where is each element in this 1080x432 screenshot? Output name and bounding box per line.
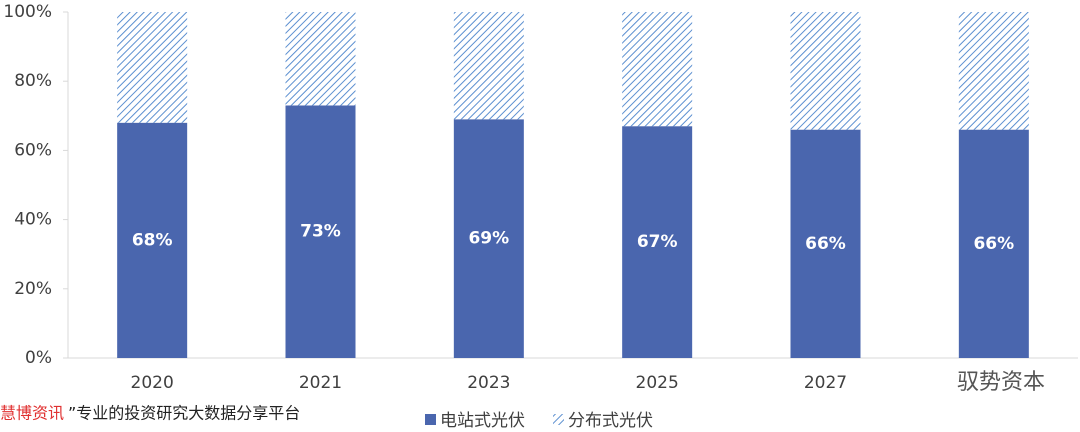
bar-segment	[790, 129, 861, 358]
legend-label: 电站式光伏	[440, 411, 525, 431]
bar-segment	[453, 119, 524, 358]
watermark-source: 慧博资讯	[0, 404, 64, 423]
watermark-slogan: ”专业的投资研究大数据分享平台	[68, 404, 300, 423]
value-label: 66%	[805, 234, 846, 254]
y-tick-label: 40%	[14, 210, 52, 230]
bar-segment	[958, 129, 1029, 358]
x-tick-label: 2023	[467, 373, 510, 393]
bar-segment	[285, 105, 356, 358]
bar-segment	[285, 12, 356, 106]
y-tick-label: 100%	[3, 2, 52, 22]
bar-segment	[117, 122, 188, 358]
legend-swatch	[553, 414, 564, 425]
value-label: 69%	[468, 229, 509, 249]
legend-swatch	[425, 414, 436, 425]
bar-segment	[622, 12, 693, 127]
x-tick-label: 2025	[636, 373, 679, 393]
y-tick-label: 20%	[14, 279, 52, 299]
value-label: 68%	[132, 230, 173, 250]
bar-segment	[958, 12, 1029, 130]
legend-label: 分布式光伏	[568, 411, 653, 431]
x-tick-label: 2027	[804, 373, 847, 393]
bar-segment	[622, 126, 693, 359]
watermark-brand: 驭势资本	[957, 370, 1045, 395]
bar-segment	[453, 12, 524, 120]
value-label: 67%	[637, 232, 678, 252]
y-tick-label: 80%	[14, 71, 52, 91]
value-label: 73%	[300, 222, 341, 242]
bar-segment	[790, 12, 861, 130]
y-tick-label: 60%	[14, 140, 52, 160]
value-label: 66%	[973, 234, 1014, 254]
y-tick-label: 0%	[25, 348, 52, 368]
bar-segment	[117, 12, 188, 123]
x-tick-label: 2020	[131, 373, 174, 393]
x-tick-label: 2021	[299, 373, 342, 393]
